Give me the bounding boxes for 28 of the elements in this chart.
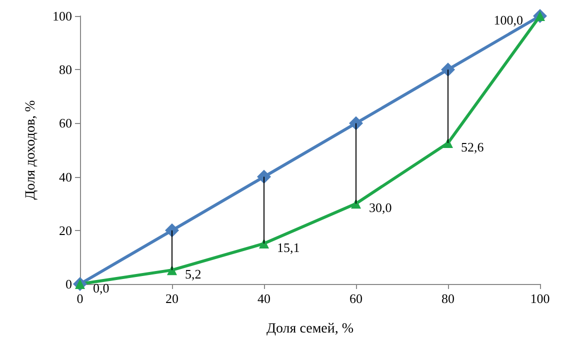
point [349,116,363,130]
x-tick-label: 60 [350,291,362,306]
point [441,62,455,77]
x-tick-label: 0 [76,291,84,306]
y-tick-label: 80 [59,62,72,78]
y-tick-label: 100 [52,8,72,24]
data-label: 52,6 [461,140,484,155]
y-tick-label: 60 [59,116,72,131]
point [351,198,361,209]
point [443,138,453,148]
data-label: 100,0 [494,12,523,28]
data-label: 5,2 [185,266,202,282]
data-label: 0,0 [93,280,110,296]
point [259,238,269,249]
point [165,223,179,238]
y-tick-label: 20 [59,222,72,238]
point [167,265,177,276]
x-tick-label: 100 [530,291,550,306]
y-axis-title: Доля доходов, % [24,100,38,200]
data-label: 30,0 [369,200,392,216]
x-tick-label: 20 [166,291,178,306]
x-tick-label: 80 [442,291,454,306]
y-tick-label: 0 [66,276,72,292]
y-tick-label: 40 [59,169,72,184]
x-axis-title: Доля семей, % [266,322,354,336]
point [257,170,271,184]
data-label: 15,1 [277,240,300,256]
x-tick-label: 40 [258,291,270,306]
